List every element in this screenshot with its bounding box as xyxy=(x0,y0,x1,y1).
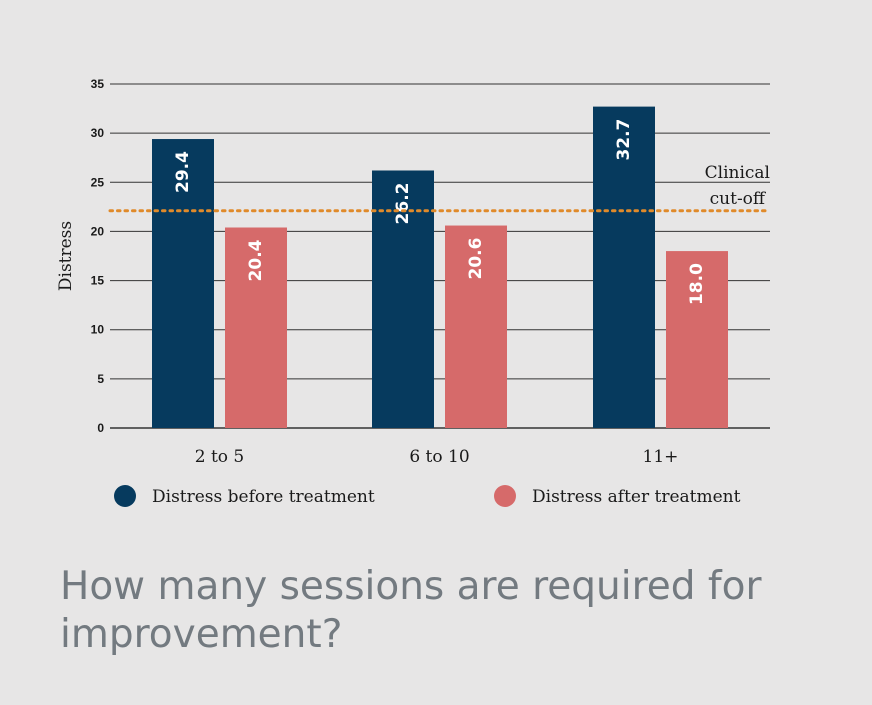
bar xyxy=(225,227,287,428)
legend-swatch xyxy=(494,485,516,507)
y-tick-label: 10 xyxy=(91,323,105,337)
y-axis-title: Distress xyxy=(56,221,76,291)
y-tick-label: 0 xyxy=(97,421,104,435)
cutoff-label: Clinical xyxy=(705,163,770,183)
y-tick-label: 20 xyxy=(91,224,105,238)
bar-value-label: 32.7 xyxy=(614,119,634,161)
bar xyxy=(666,251,728,428)
x-category-label: 2 to 5 xyxy=(195,447,245,467)
bar xyxy=(152,139,214,429)
legend-label: Distress after treatment xyxy=(532,487,741,507)
x-category-label: 11+ xyxy=(643,447,679,467)
bar xyxy=(593,106,655,428)
headline: How many sessions are required for impro… xyxy=(60,564,762,657)
bar xyxy=(372,170,434,428)
y-tick-label: 25 xyxy=(91,175,105,189)
bar-value-label: 20.6 xyxy=(466,238,486,280)
y-tick-label: 35 xyxy=(91,77,105,91)
y-tick-label: 30 xyxy=(91,126,105,140)
bar-value-label: 20.4 xyxy=(246,239,266,281)
bar-value-label: 26.2 xyxy=(393,182,413,224)
bar xyxy=(445,225,507,428)
y-tick-label: 15 xyxy=(91,274,105,288)
bar-value-label: 29.4 xyxy=(173,151,193,193)
legend-label: Distress before treatment xyxy=(152,487,375,507)
bar-value-label: 18.0 xyxy=(687,263,707,305)
cutoff-label: cut-off xyxy=(710,189,767,209)
y-tick-label: 5 xyxy=(97,372,104,386)
legend-swatch xyxy=(114,485,136,507)
x-category-label: 6 to 10 xyxy=(409,447,469,467)
